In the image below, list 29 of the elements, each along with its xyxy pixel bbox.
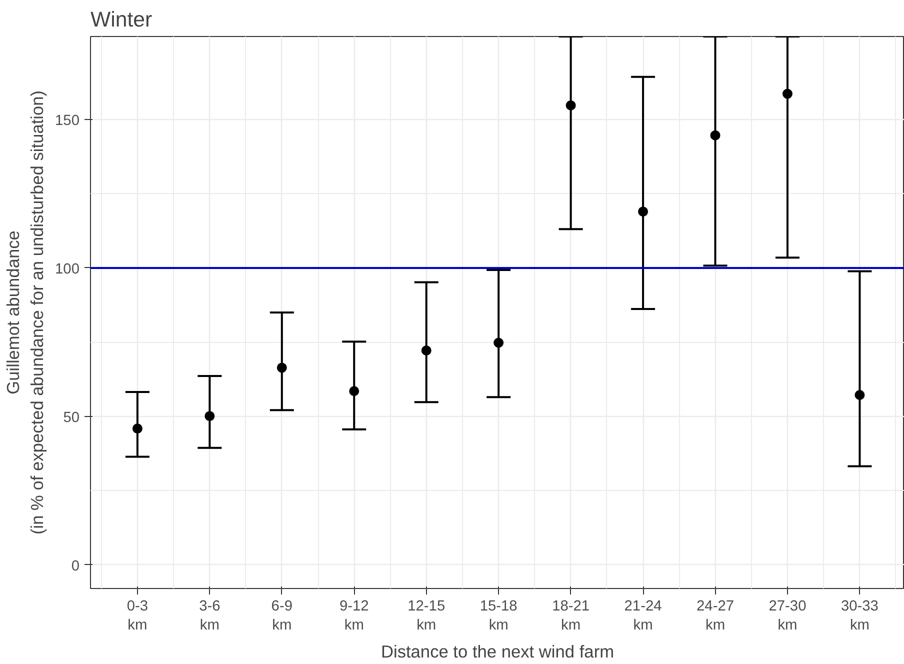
y-tick-label: 100 [55,261,80,278]
x-tick-label: 6-9 km [271,598,292,634]
point [421,345,432,356]
point [204,411,215,422]
x-tick-label: 12-15 km [408,598,446,634]
y-tick-label: 0 [71,558,80,574]
point [854,390,865,400]
x-tick-label: 27-30 km [768,598,806,634]
chart-title: Winter [90,8,152,32]
y-tick-label: 150 [55,113,80,130]
x-tick-label: 0-3 km [126,598,148,634]
y-axis-title: Guillemot abundance (in % of expected abundance for an undisturbed situation) [3,90,48,535]
point [782,88,792,99]
point [276,362,287,373]
x-tick-label: 15-18 km [480,598,518,634]
point [349,386,360,396]
point [710,130,720,140]
x-tick-label: 3-6 km [199,598,220,634]
x-tick-label: 30-33 km [840,598,878,634]
point [638,206,648,217]
point [566,100,576,110]
x-tick-label: 18-21 km [552,598,590,634]
x-axis-title: Distance to the next wind farm [380,642,614,662]
x-tick-label: 24-27 km [696,598,734,634]
x-tick-label: 21-24 km [624,598,662,634]
x-tick-label: 9-12 km [339,598,369,634]
point [132,424,142,434]
y-tick-label: 50 [63,410,80,426]
point [494,338,504,348]
